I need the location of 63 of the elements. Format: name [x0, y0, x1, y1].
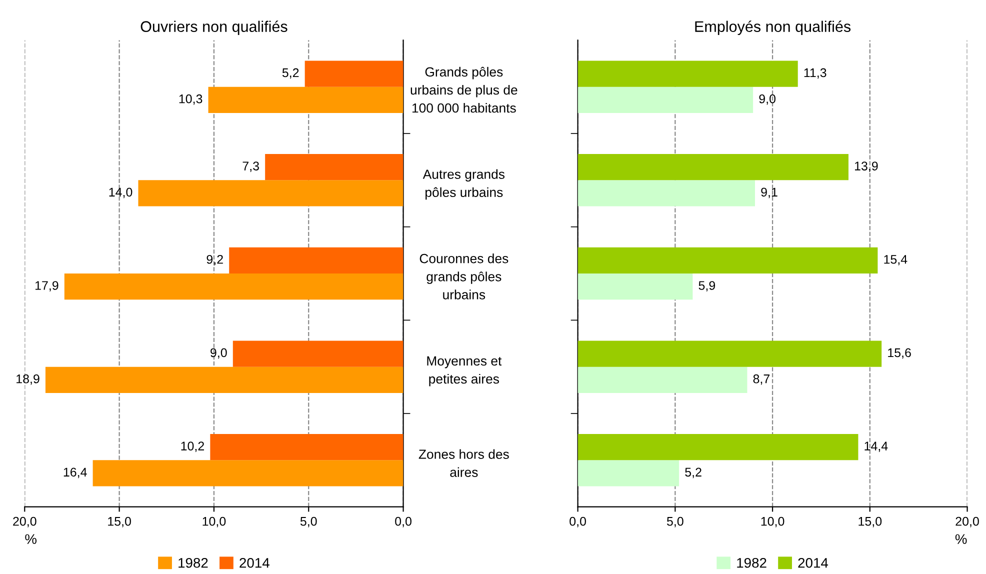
x-axis-title: %	[955, 534, 967, 544]
data-label: 16,4	[64, 468, 87, 478]
x-tick-label: 20,0	[13, 516, 36, 528]
data-label: 9,0	[210, 348, 227, 359]
y-tick-label: Grands pôles urbains de plus de 100 000 habitants	[410, 66, 518, 113]
bar	[64, 274, 404, 300]
y-tick-label: Moyennes et petites aires	[427, 356, 502, 386]
bar	[138, 180, 404, 206]
x-tick-label: 0,0	[395, 516, 412, 528]
bar	[578, 86, 754, 113]
x-tick-label: 15,0	[108, 516, 131, 528]
y-tick-label: Autres grands pôles urbains	[422, 169, 505, 200]
y-tick-label: Zones hors des aires	[418, 449, 509, 477]
x-tick-label: 20,0	[956, 516, 979, 528]
bar	[304, 60, 404, 87]
bar	[578, 60, 798, 87]
chart-title: Employés non qualifiés	[695, 20, 851, 36]
x-tick-label: 5,0	[666, 516, 684, 528]
data-label: 17,9	[35, 281, 58, 292]
legend-label: 1982	[737, 558, 766, 568]
x-tick-label: 5,0	[300, 516, 317, 528]
bar	[265, 154, 404, 180]
data-label: 9,1	[761, 188, 778, 198]
data-label: 9,0	[759, 94, 776, 105]
bar	[578, 274, 693, 300]
bar	[578, 340, 882, 367]
bar	[210, 434, 404, 460]
legend-label: 1982	[178, 558, 208, 568]
data-label: 5,9	[698, 281, 716, 292]
data-label: 8,7	[753, 374, 770, 385]
bar	[578, 460, 680, 486]
bar	[578, 180, 756, 206]
data-label: 10,3	[179, 94, 202, 105]
data-label: 11,3	[804, 68, 826, 79]
x-axis-title: %	[25, 534, 37, 544]
bar	[229, 247, 404, 274]
data-label: 7,3	[242, 162, 259, 172]
data-label: 13,9	[854, 162, 878, 172]
bar	[578, 247, 878, 274]
data-label: 14,0	[109, 188, 132, 198]
data-label: 15,6	[888, 348, 911, 359]
bar	[208, 86, 404, 113]
data-label: 15,4	[884, 255, 908, 266]
bar	[578, 434, 858, 460]
x-tick-label: 10,0	[202, 516, 226, 528]
bar	[578, 154, 848, 180]
x-tick-label: 15,0	[858, 516, 882, 528]
bar	[92, 460, 404, 486]
y-tick-label: Couronnes des grands pôles urbains	[420, 254, 508, 300]
legend-label: 2014	[240, 558, 270, 568]
data-label: 9,2	[206, 254, 223, 266]
data-label: 5,2	[282, 68, 299, 79]
chart-title: Ouvriers non qualifiés	[140, 20, 288, 36]
data-label: 5,2	[685, 468, 702, 478]
legend-label: 2014	[798, 558, 828, 568]
data-label: 18,9	[16, 374, 40, 385]
data-label: 10,2	[181, 442, 204, 452]
bar	[45, 366, 404, 393]
x-tick-label: 10,0	[761, 516, 784, 528]
bar	[578, 366, 748, 393]
x-tick-label: 0,0	[570, 516, 586, 528]
bar	[232, 340, 404, 367]
data-label: 14,4	[864, 442, 888, 452]
